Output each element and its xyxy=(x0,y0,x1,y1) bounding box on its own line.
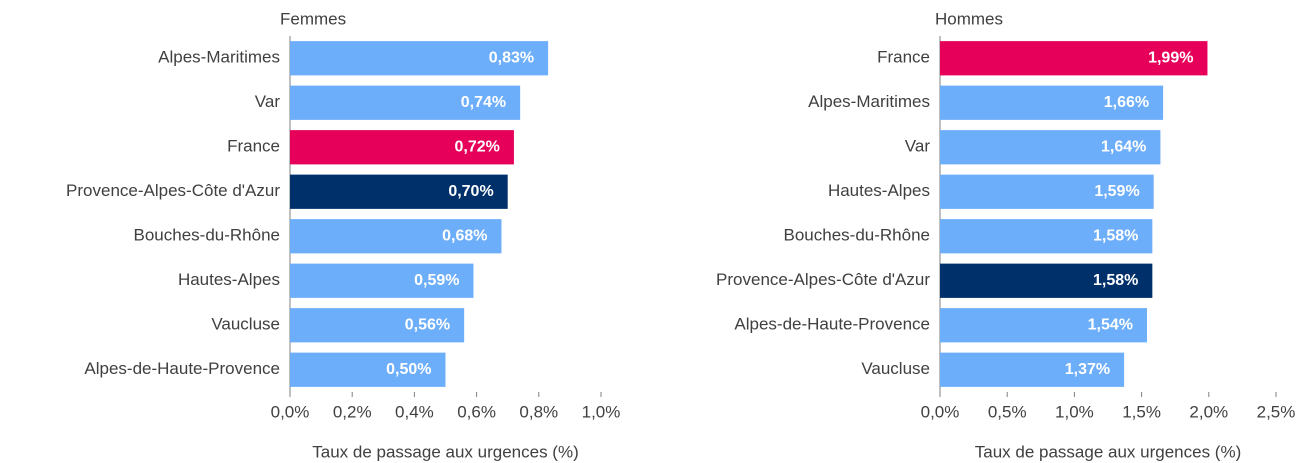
bar xyxy=(940,41,1208,76)
x-axis-label: Taux de passage aux urgences (%) xyxy=(312,442,579,461)
x-tick-label: 0,0% xyxy=(921,402,960,421)
x-tick-label: 1,0% xyxy=(582,402,621,421)
category-label: Alpes-de-Haute-Provence xyxy=(84,359,280,378)
x-tick-label: 2,0% xyxy=(1189,402,1228,421)
bar xyxy=(940,174,1154,209)
bar xyxy=(940,219,1153,254)
value-label: 0,68% xyxy=(442,227,487,244)
value-label: 0,83% xyxy=(489,49,534,66)
bar xyxy=(290,130,514,165)
value-label: 1,37% xyxy=(1065,361,1110,378)
value-label: 0,56% xyxy=(405,316,450,333)
value-label: 1,59% xyxy=(1094,183,1139,200)
x-tick-label: 0,0% xyxy=(271,402,310,421)
x-tick-label: 1,0% xyxy=(1055,402,1094,421)
x-tick-label: 1,5% xyxy=(1122,402,1161,421)
bar xyxy=(290,41,549,76)
bar xyxy=(940,85,1164,120)
category-label: Alpes-Maritimes xyxy=(158,48,280,67)
x-tick-label: 0,6% xyxy=(457,402,496,421)
category-label: Alpes-Maritimes xyxy=(808,92,930,111)
bar xyxy=(290,174,508,209)
x-tick-label: 2,5% xyxy=(1257,402,1296,421)
category-label: Bouches-du-Rhône xyxy=(134,226,280,245)
x-tick-label: 0,8% xyxy=(519,402,558,421)
x-axis-label: Taux de passage aux urgences (%) xyxy=(975,442,1242,461)
value-label: 1,66% xyxy=(1104,94,1149,111)
value-label: 0,59% xyxy=(414,272,459,289)
bar xyxy=(290,263,474,298)
chart-title: Femmes xyxy=(280,9,346,28)
x-tick-label: 0,4% xyxy=(395,402,434,421)
value-label: 0,72% xyxy=(455,138,500,155)
category-label: Provence-Alpes-Côte d'Azur xyxy=(66,181,280,200)
category-label: Var xyxy=(255,92,281,111)
category-label: France xyxy=(877,48,930,67)
bar xyxy=(290,85,521,120)
bar xyxy=(290,308,465,343)
chart-title: Hommes xyxy=(935,9,1003,28)
value-label: 0,74% xyxy=(461,94,506,111)
value-label: 1,54% xyxy=(1088,316,1133,333)
bar xyxy=(290,219,502,254)
value-label: 0,70% xyxy=(448,183,493,200)
category-label: Alpes-de-Haute-Provence xyxy=(734,315,930,334)
x-tick-label: 0,5% xyxy=(988,402,1027,421)
value-label: 1,64% xyxy=(1101,138,1146,155)
category-label: France xyxy=(227,137,280,156)
category-label: Hautes-Alpes xyxy=(178,270,280,289)
value-label: 1,58% xyxy=(1093,272,1138,289)
bar xyxy=(290,352,446,387)
category-label: Provence-Alpes-Côte d'Azur xyxy=(716,270,930,289)
category-label: Hautes-Alpes xyxy=(828,181,930,200)
value-label: 1,58% xyxy=(1093,227,1138,244)
bar xyxy=(940,130,1161,165)
bar xyxy=(940,308,1147,343)
category-label: Var xyxy=(905,137,931,156)
value-label: 1,99% xyxy=(1148,49,1193,66)
category-label: Bouches-du-Rhône xyxy=(784,226,930,245)
bar xyxy=(940,352,1125,387)
x-tick-label: 0,2% xyxy=(333,402,372,421)
bar xyxy=(940,263,1153,298)
value-label: 0,50% xyxy=(386,361,431,378)
category-label: Vaucluse xyxy=(861,359,930,378)
category-label: Vaucluse xyxy=(211,315,280,334)
